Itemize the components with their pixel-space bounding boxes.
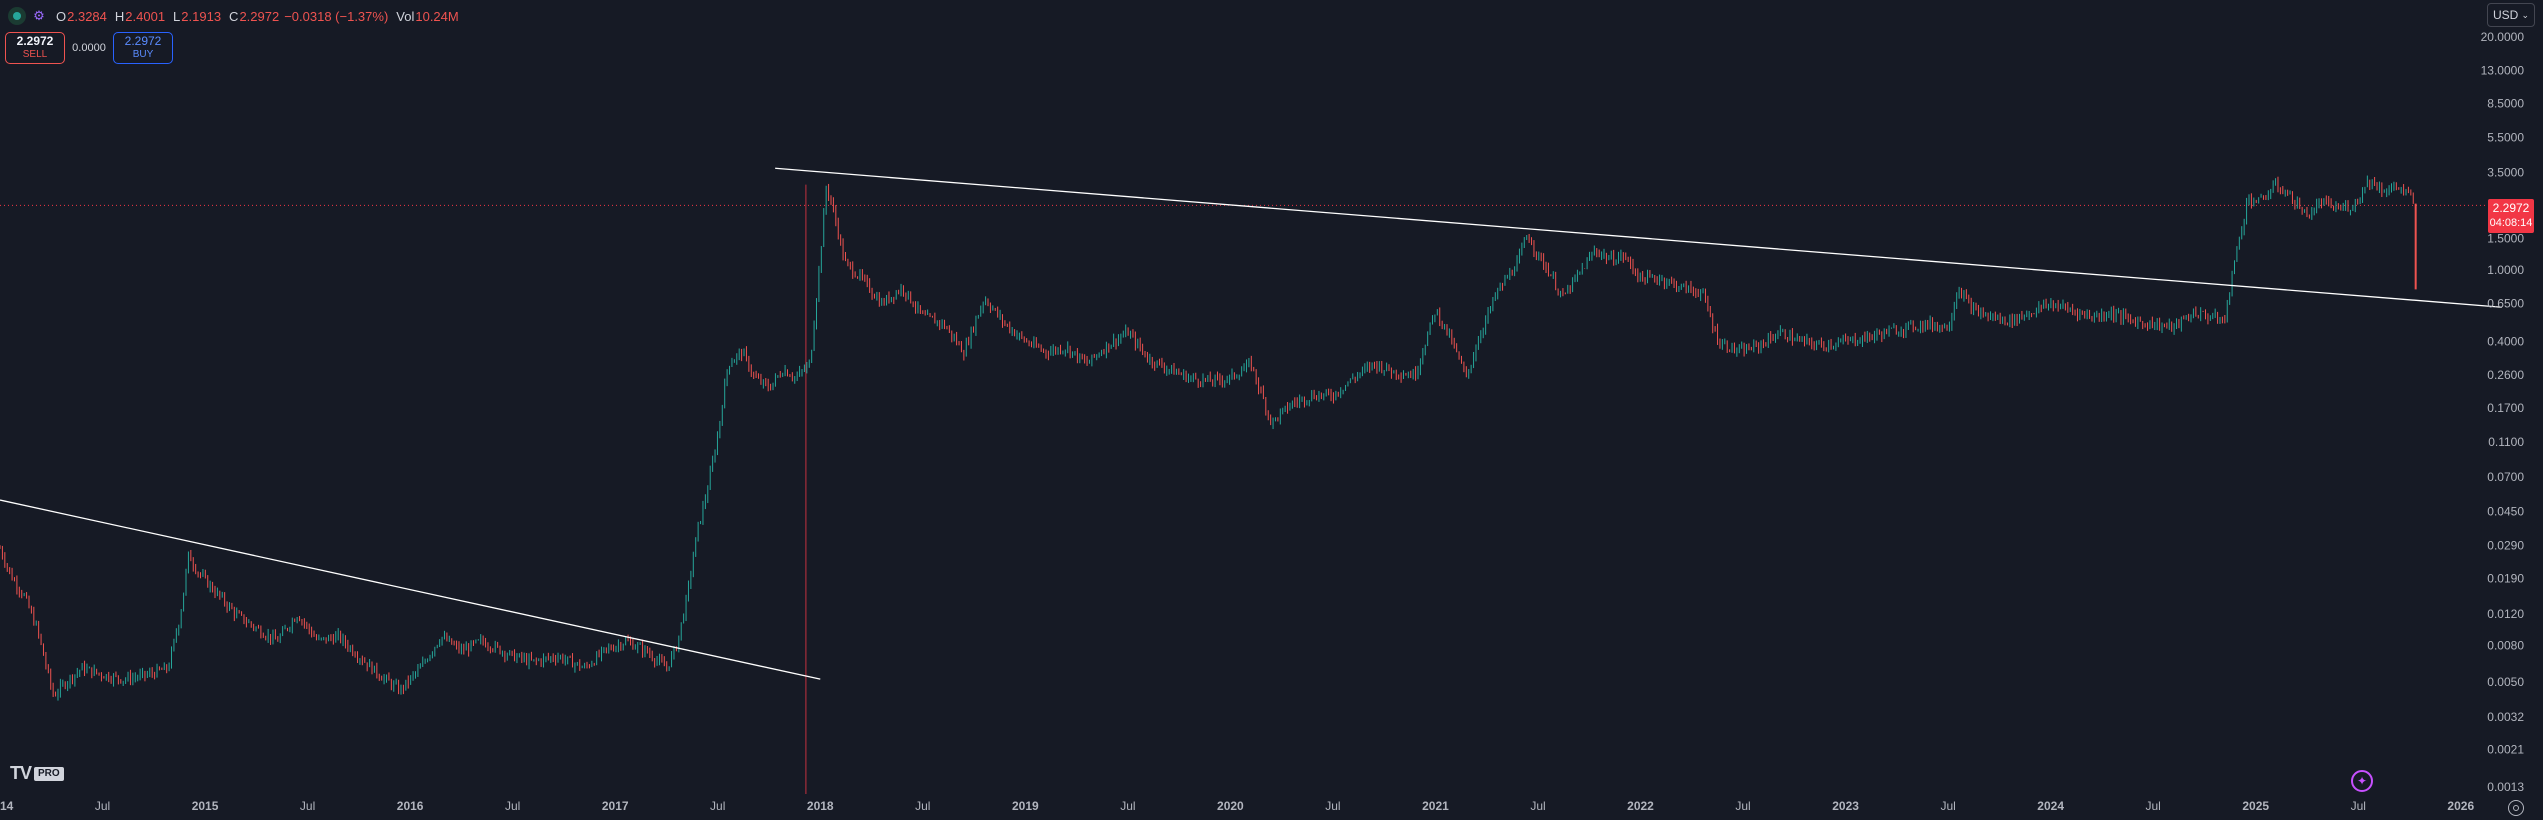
x-axis-label: Jul: [2351, 799, 2366, 813]
high-value: H 2.4001: [114, 8, 166, 24]
x-axis-label: Jul: [1735, 799, 1750, 813]
y-axis-label: 20.0000: [2481, 30, 2525, 44]
y-axis-label: 3.5000: [2487, 166, 2524, 180]
spread-value: 0.0000: [72, 42, 106, 54]
share-icon[interactable]: ⚙: [33, 8, 45, 23]
trade-panel: 2.2972 SELL 0.0000 2.2972 BUY: [5, 32, 173, 64]
x-axis-label: Jul: [1325, 799, 1340, 813]
y-axis-label: 0.1100: [2488, 435, 2524, 449]
close-value: C 2.2972 −0.0318 (−1.37%): [229, 8, 389, 24]
x-axis-label: 2016: [397, 799, 424, 813]
y-axis-label: 0.0120: [2487, 607, 2524, 621]
y-axis-label: 0.6500: [2487, 297, 2524, 311]
y-axis-label: 1.0000: [2487, 263, 2524, 277]
x-axis-label: Jul: [505, 799, 520, 813]
y-axis-label: 0.0021: [2487, 743, 2524, 757]
green-dot-icon[interactable]: [8, 7, 26, 25]
x-axis-label: Jul: [710, 799, 725, 813]
buy-label: BUY: [132, 49, 154, 60]
buy-price: 2.2972: [124, 34, 162, 48]
x-axis-label: 2018: [807, 799, 834, 813]
x-axis-label: 2025: [2242, 799, 2269, 813]
last-price: 2.2972: [2492, 201, 2530, 215]
x-axis-label: 2024: [2037, 799, 2064, 813]
bar-countdown: 04:08:14: [2489, 217, 2533, 229]
y-axis-label: 5.5000: [2487, 130, 2524, 144]
x-axis-label: Jul: [95, 799, 110, 813]
trendline-upper[interactable]: [775, 167, 2502, 308]
y-axis-label: 0.0080: [2487, 639, 2524, 653]
buy-button[interactable]: 2.2972 BUY: [113, 32, 173, 64]
logo-mark: TV: [10, 763, 32, 783]
currency-label: USD: [2493, 8, 2519, 22]
y-axis-label: 0.1700: [2487, 401, 2524, 415]
open-value: O 2.3284: [56, 8, 107, 24]
y-axis-label: 1.5000: [2487, 232, 2524, 246]
y-axis-label: 8.5000: [2487, 97, 2524, 111]
x-axis-label: Jul: [1530, 799, 1545, 813]
y-axis-label: 0.0050: [2487, 675, 2524, 689]
x-axis-label: 2022: [1627, 799, 1654, 813]
x-axis-label: Jul: [2146, 799, 2161, 813]
x-axis-label: 2020: [1217, 799, 1244, 813]
x-axis-label: 2015: [192, 799, 219, 813]
tradingview-logo[interactable]: TV PRO: [10, 763, 64, 784]
sell-label: SELL: [22, 49, 48, 60]
y-axis-label: 0.2600: [2487, 368, 2524, 382]
x-axis-label: 2019: [1012, 799, 1039, 813]
ohlc-legend: ⚙ O 2.3284 H 2.4001 L 2.1913 C 2.2972 −0.031…: [8, 7, 459, 25]
sparkle-icon[interactable]: ✦: [2351, 770, 2373, 792]
y-axis-label: 0.0032: [2487, 710, 2524, 724]
x-axis-label: 2021: [1422, 799, 1449, 813]
x-axis-label: 2014: [0, 799, 14, 813]
last-price-label: 2.2972 04:08:14: [2488, 199, 2534, 233]
x-axis-label: Jul: [300, 799, 315, 813]
y-axis-label: 0.0190: [2487, 571, 2524, 585]
y-axis-label: 13.0000: [2481, 64, 2525, 78]
trendline-lower[interactable]: [0, 499, 821, 680]
x-axis-label: 2017: [602, 799, 629, 813]
y-axis-label: 0.0700: [2487, 470, 2524, 484]
x-axis-label: Jul: [1120, 799, 1135, 813]
currency-selector[interactable]: USD ⌄: [2487, 3, 2535, 27]
volume-value: Vol 10.24M: [396, 8, 459, 24]
y-axis-label: 0.0290: [2487, 538, 2524, 552]
sell-button[interactable]: 2.2972 SELL: [5, 32, 65, 64]
x-axis-label: 2023: [1832, 799, 1859, 813]
change-value: −0.0318 (−1.37%): [284, 8, 389, 24]
sell-price: 2.2972: [16, 34, 54, 48]
x-axis-label: Jul: [1940, 799, 1955, 813]
y-axis-label: 0.0450: [2487, 504, 2524, 518]
low-value: L 2.1913: [173, 8, 222, 24]
y-axis-label: 0.4000: [2487, 334, 2524, 348]
pro-badge: PRO: [34, 766, 64, 781]
y-axis-label: 0.0013: [2487, 780, 2524, 794]
x-axis-label: 2026: [2447, 799, 2474, 813]
x-axis-label: Jul: [915, 799, 930, 813]
chevron-down-icon: ⌄: [2521, 9, 2529, 20]
gear-icon[interactable]: [2508, 800, 2524, 816]
